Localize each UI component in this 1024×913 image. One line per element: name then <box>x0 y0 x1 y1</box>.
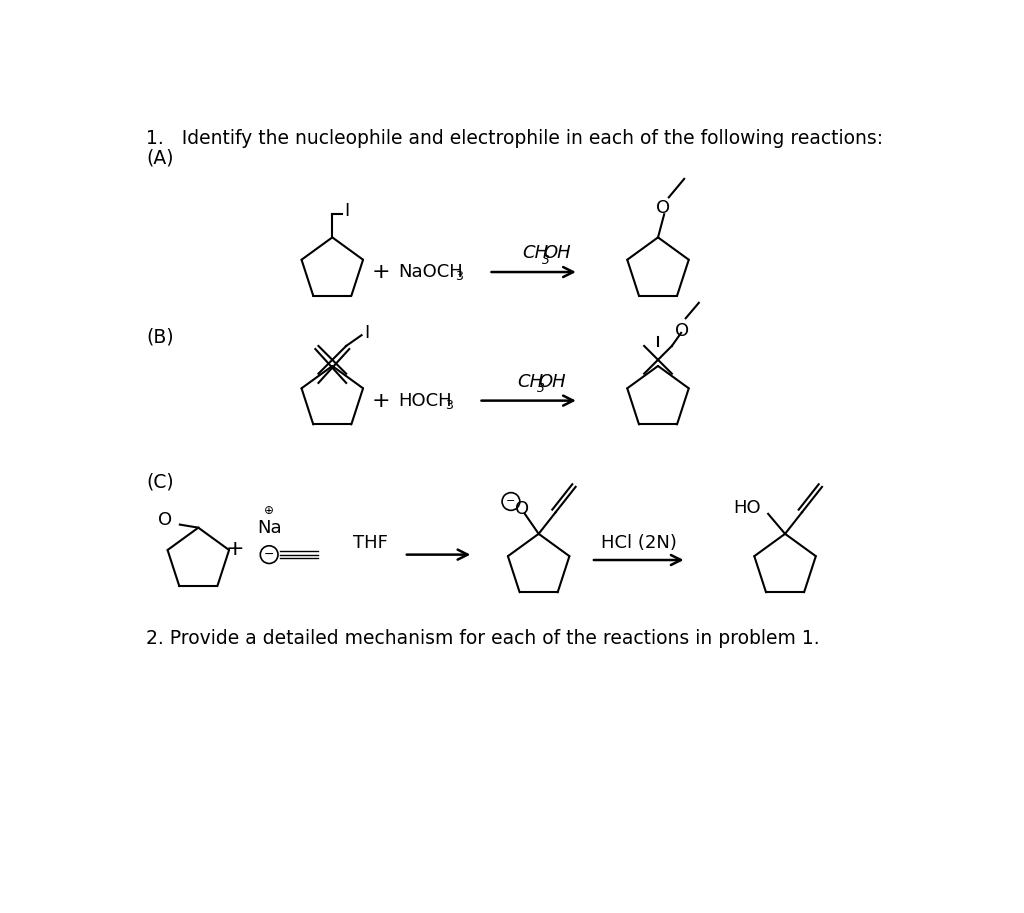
Text: I: I <box>365 324 370 341</box>
Text: O: O <box>675 321 689 340</box>
Text: 1.   Identify the nucleophile and electrophile in each of the following reaction: 1. Identify the nucleophile and electrop… <box>146 129 883 148</box>
Text: O: O <box>655 199 670 217</box>
Text: 3: 3 <box>456 270 464 283</box>
Text: OH: OH <box>544 244 571 262</box>
Text: OH: OH <box>539 373 566 391</box>
Text: −: − <box>506 497 516 507</box>
Text: ⊕: ⊕ <box>264 504 274 518</box>
Text: +: + <box>372 262 390 282</box>
Text: HO: HO <box>733 499 761 518</box>
Text: NaOCH: NaOCH <box>398 263 463 281</box>
Text: 3: 3 <box>445 399 454 412</box>
Text: Na: Na <box>257 519 282 537</box>
Text: +: + <box>225 540 244 560</box>
Text: THF: THF <box>353 534 388 552</box>
Text: −: − <box>264 548 274 561</box>
Text: (C): (C) <box>146 472 174 491</box>
Text: I: I <box>345 202 350 220</box>
Text: HOCH: HOCH <box>398 392 453 410</box>
Text: O: O <box>158 511 172 529</box>
Text: CH: CH <box>517 373 543 391</box>
Text: HCl (2N): HCl (2N) <box>601 534 677 552</box>
Text: +: + <box>372 391 390 411</box>
Text: 3: 3 <box>542 254 550 267</box>
Text: (B): (B) <box>146 328 174 346</box>
Text: O: O <box>515 500 529 519</box>
Text: 2. Provide a detailed mechanism for each of the reactions in problem 1.: 2. Provide a detailed mechanism for each… <box>146 629 819 648</box>
Text: 3: 3 <box>538 383 545 395</box>
Text: CH: CH <box>522 244 548 262</box>
Text: (A): (A) <box>146 149 173 168</box>
